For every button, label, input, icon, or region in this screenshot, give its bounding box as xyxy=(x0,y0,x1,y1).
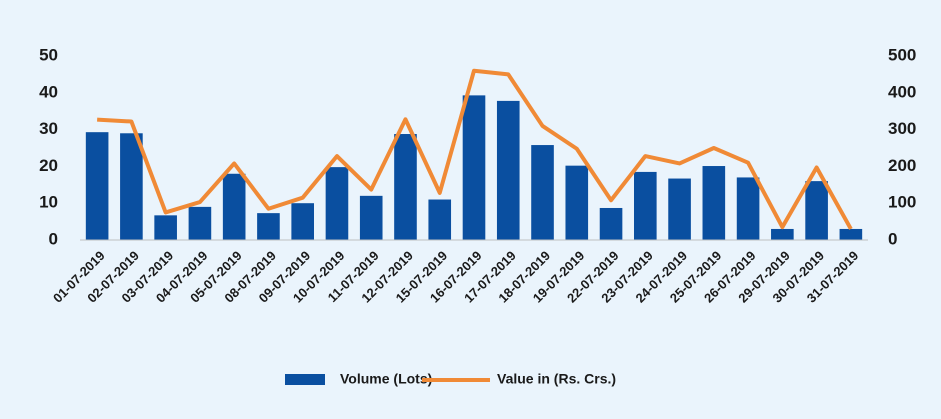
bar xyxy=(531,145,554,240)
legend-label: Volume (Lots) xyxy=(340,371,432,387)
bar xyxy=(222,173,246,240)
y2-tick-label: 300 xyxy=(888,119,916,138)
bar xyxy=(394,134,417,240)
y-tick-label: 20 xyxy=(39,156,58,175)
bar xyxy=(702,166,726,240)
legend-label: Value in (Rs. Crs.) xyxy=(497,371,616,387)
y2-tick-label: 100 xyxy=(888,193,916,212)
bar xyxy=(633,171,657,240)
bar xyxy=(359,195,383,240)
bar xyxy=(325,167,349,240)
bar xyxy=(599,207,623,240)
y-tick-label: 0 xyxy=(49,229,58,248)
bar xyxy=(496,100,520,241)
bar xyxy=(805,181,828,240)
y2-tick-label: 500 xyxy=(888,45,916,64)
bar xyxy=(257,213,280,240)
y2-tick-label: 400 xyxy=(888,82,916,101)
y-tick-label: 10 xyxy=(39,193,58,212)
line xyxy=(97,68,853,230)
bar xyxy=(565,165,589,240)
y-tick-label: 50 xyxy=(39,45,58,64)
bar xyxy=(462,95,486,240)
bar xyxy=(428,199,452,240)
legend-swatch xyxy=(285,374,325,385)
bar xyxy=(291,203,315,240)
bar xyxy=(736,177,760,240)
bar xyxy=(188,206,212,240)
bar xyxy=(154,215,177,240)
bar xyxy=(771,228,794,240)
bar xyxy=(120,133,143,240)
bar xyxy=(668,178,691,240)
y-tick-label: 30 xyxy=(39,119,58,138)
y2-tick-label: 0 xyxy=(888,229,897,248)
y2-tick-label: 200 xyxy=(888,156,916,175)
y-tick-label: 40 xyxy=(39,82,58,101)
bar xyxy=(85,132,109,240)
bar xyxy=(839,228,863,240)
